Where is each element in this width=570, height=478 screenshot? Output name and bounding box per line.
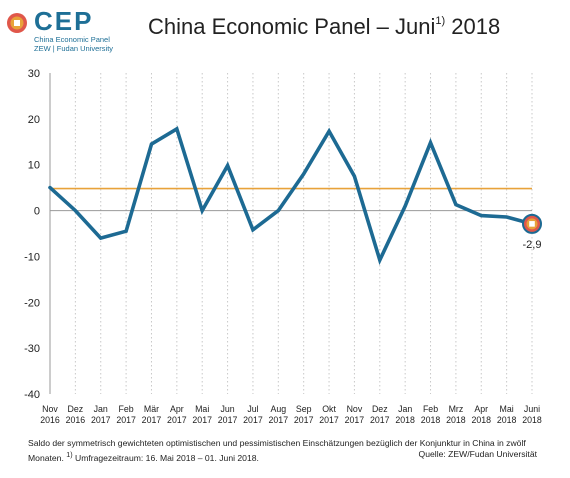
x-tick-label: Feb 2017 [116, 404, 136, 425]
logo-wordmark: CEP [34, 6, 94, 36]
x-tick-label: Okt 2017 [319, 404, 339, 425]
x-tick-label: Apr 2018 [471, 404, 491, 425]
x-tick-label: Mär 2017 [142, 404, 162, 425]
y-tick-label: 10 [28, 160, 40, 172]
y-tick-label: -40 [24, 389, 40, 401]
logo-subtitle-1: China Economic Panel [34, 35, 110, 44]
y-tick-label: -10 [24, 251, 40, 263]
footnote: Saldo der symmetrisch gewichteten optimi… [28, 437, 548, 464]
x-tick-label: Jan 2017 [91, 404, 111, 425]
x-tick-label: Mai 2017 [192, 404, 212, 425]
footnote-text-b: Umfragezeitraum: 16. Mai 2018 – 01. Juni… [72, 452, 259, 463]
title-year: 2018 [445, 14, 501, 39]
x-tick-label: Dez 2017 [370, 404, 390, 425]
chart-title: China Economic Panel – Juni1) 2018 [148, 14, 500, 40]
y-tick-label: 30 [28, 68, 40, 80]
cep-seal-icon [7, 13, 27, 33]
x-tick-label: Aug 2017 [269, 404, 289, 425]
last-value-label: -2,9 [523, 239, 542, 251]
x-tick-label: Sep 2017 [294, 404, 314, 425]
x-tick-label: Juni 2018 [522, 404, 542, 425]
x-tick-label: Mrz 2018 [446, 404, 466, 425]
series-line [48, 126, 534, 266]
title-main: China Economic Panel – Juni [148, 14, 436, 39]
logo-subtitle-2: ZEW | Fudan University [34, 44, 114, 53]
footnote-line-2: Monaten. 1) Umfragezeitraum: 16. Mai 201… [28, 449, 548, 464]
cep-logo: CEP China Economic Panel ZEW | Fudan Uni… [6, 6, 126, 53]
x-tick-label: Jun 2017 [218, 404, 238, 425]
last-point-marker-center [529, 221, 535, 227]
x-tick-label: Jul 2017 [243, 404, 263, 425]
x-tick-label: Apr 2017 [167, 404, 187, 425]
x-tick-label: Nov 2016 [40, 404, 60, 425]
x-tick-label: Feb 2018 [421, 404, 441, 425]
x-tick-label: Dez 2016 [66, 404, 86, 425]
y-tick-label: -30 [24, 343, 40, 355]
y-tick-label: 20 [28, 114, 40, 126]
footnote-line-1: Saldo der symmetrisch gewichteten optimi… [28, 438, 526, 448]
x-tick-label: Jan 2018 [395, 404, 415, 425]
source-label: Quelle: ZEW/Fudan Universität [418, 449, 537, 459]
y-tick-label: 0 [34, 206, 40, 218]
x-tick-label: Nov 2017 [345, 404, 365, 425]
x-tick-label: Mai 2018 [497, 404, 517, 425]
footnote-text-a: Monaten. [28, 452, 67, 463]
y-tick-label: -20 [24, 297, 40, 309]
title-footnote-mark: 1) [435, 14, 446, 27]
footnote-mark: 1) [66, 451, 73, 459]
